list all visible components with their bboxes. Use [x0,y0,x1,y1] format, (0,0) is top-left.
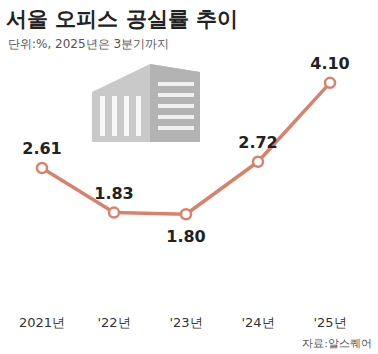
x-tick-label: 2021년 [19,315,65,330]
subtitle: 단위:%, 2025년은 3분기까지 [8,37,169,51]
title: 서울 오피스 공실률 추이 [6,7,238,31]
marker [181,209,191,219]
marker [325,78,335,88]
plot-marks [37,78,335,219]
chart-svg: 서울 오피스 공실률 추이단위:%, 2025년은 3분기까지 2.61 1.83 1… [0,0,378,354]
data-label: 2.61 [22,139,61,158]
building-icon [92,64,200,142]
data-label: 1.83 [94,184,133,203]
data-label: 1.80 [166,227,205,246]
marker [37,163,47,173]
data-labels: 2.61 1.83 1.80 2.72 4.10 [22,54,349,246]
x-tick-label: '24년 [241,315,274,330]
x-tick-label: '22년 [97,315,130,330]
x-axis: 2021년 '22년 '23년 '24년 '25년 [19,315,347,330]
marker [253,157,263,167]
x-tick-label: '23년 [169,315,202,330]
chart-container: 서울 오피스 공실률 추이단위:%, 2025년은 3분기까지 2.61 1.83 1… [0,0,378,354]
marker [109,208,119,218]
source: 자료:알스퀘어 [302,337,372,350]
data-label: 2.72 [238,133,277,152]
data-label: 4.10 [310,54,349,73]
x-tick-label: '25년 [313,315,346,330]
line [42,83,330,214]
